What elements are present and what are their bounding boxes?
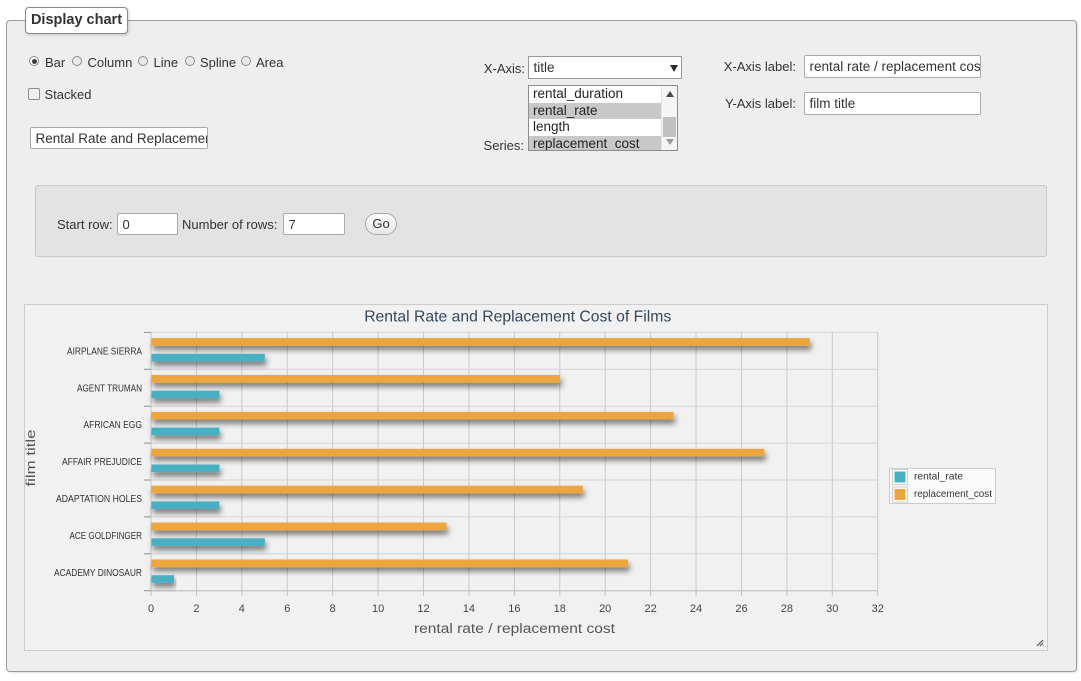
- svg-text:0: 0: [148, 603, 154, 615]
- svg-text:24: 24: [690, 603, 702, 615]
- svg-text:AIRPLANE SIERRA: AIRPLANE SIERRA: [67, 346, 142, 357]
- svg-text:20: 20: [599, 603, 611, 615]
- svg-text:Rental Rate and Replacement Co: Rental Rate and Replacement Cost of Film…: [364, 309, 671, 326]
- svg-text:30: 30: [826, 603, 838, 615]
- svg-text:32: 32: [872, 603, 884, 615]
- svg-text:18: 18: [554, 603, 566, 615]
- svg-text:12: 12: [417, 603, 429, 615]
- svg-text:14: 14: [463, 603, 475, 615]
- svg-text:ACE GOLDFINGER: ACE GOLDFINGER: [70, 531, 143, 542]
- svg-text:2: 2: [193, 603, 199, 615]
- svg-text:AFRICAN EGG: AFRICAN EGG: [84, 420, 143, 431]
- svg-text:4: 4: [239, 603, 245, 615]
- svg-text:AGENT TRUMAN: AGENT TRUMAN: [77, 383, 142, 394]
- svg-text:28: 28: [781, 603, 793, 615]
- svg-text:26: 26: [735, 603, 747, 615]
- svg-text:16: 16: [508, 603, 520, 615]
- svg-text:film title: film title: [25, 430, 38, 487]
- svg-text:ADAPTATION HOLES: ADAPTATION HOLES: [56, 494, 142, 505]
- svg-text:10: 10: [372, 603, 384, 615]
- svg-text:rental rate / replacement cost: rental rate / replacement cost: [414, 621, 615, 636]
- svg-text:replacement_cost: replacement_cost: [914, 488, 992, 500]
- svg-text:rental_rate: rental_rate: [914, 471, 963, 483]
- svg-text:22: 22: [644, 603, 656, 615]
- svg-text:ACADEMY DINOSAUR: ACADEMY DINOSAUR: [54, 568, 142, 579]
- svg-text:AFFAIR PREJUDICE: AFFAIR PREJUDICE: [62, 457, 142, 468]
- svg-text:8: 8: [330, 603, 336, 615]
- svg-text:6: 6: [284, 603, 290, 615]
